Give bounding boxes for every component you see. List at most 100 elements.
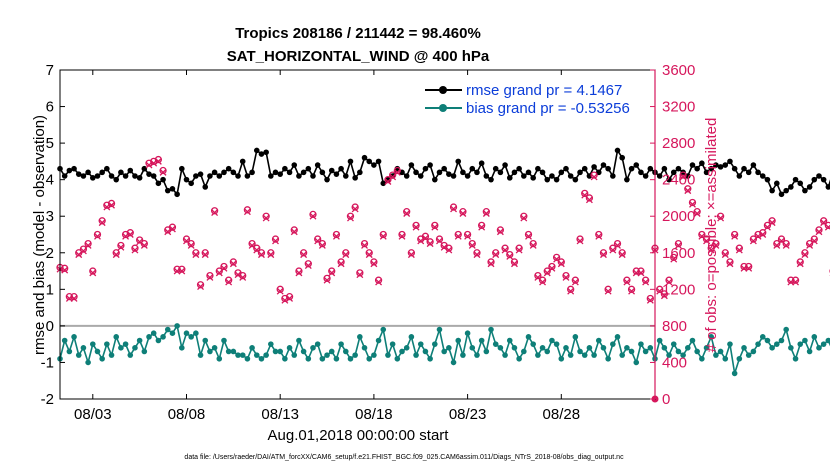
rmse-point <box>638 169 644 176</box>
obs-assimilated-marker <box>145 161 153 169</box>
obs-possible-marker <box>84 239 92 248</box>
obs-possible-marker <box>304 260 312 268</box>
rmse-point <box>708 165 715 172</box>
bias-point <box>352 352 358 358</box>
y-right-tick-label: 400 <box>662 354 687 371</box>
obs-assimilated-marker <box>679 173 687 181</box>
obs-possible-marker <box>281 294 289 303</box>
bias-point <box>380 326 387 333</box>
rmse-point <box>357 169 363 176</box>
obs-assimilated-marker <box>721 251 729 259</box>
rmse-point <box>127 167 134 174</box>
obs-assimilated-marker <box>398 232 406 240</box>
obs-assimilated-marker <box>168 225 176 233</box>
y-tick-label: 0 <box>46 318 54 335</box>
bias-point <box>600 345 607 351</box>
rmse-point <box>324 176 330 183</box>
x-axis-label: Aug.01,2018 00:00:00 start <box>268 427 450 444</box>
obs-assimilated-marker <box>61 266 69 274</box>
obs-possible-marker <box>693 208 701 216</box>
rmse-point <box>614 147 621 154</box>
rmse-point <box>539 169 546 176</box>
bias-point <box>310 345 316 351</box>
bias-point <box>211 345 218 351</box>
rmse-point <box>460 169 466 176</box>
y-right-tick-label: 2400 <box>662 172 695 189</box>
obs-assimilated-marker <box>365 251 373 259</box>
rmse-point <box>647 165 654 172</box>
rmse-point <box>497 169 504 176</box>
obs-possible-marker <box>782 239 790 248</box>
obs-assimilated-marker <box>590 173 598 181</box>
obs-possible-marker <box>557 258 565 266</box>
obs-assimilated-marker <box>117 243 125 251</box>
obs-assimilated-marker <box>731 232 739 240</box>
bias-point <box>797 341 804 347</box>
bias-point <box>282 355 288 362</box>
y-right-tick-label: 3600 <box>662 62 695 79</box>
obs-possible-marker <box>552 253 561 261</box>
bias-point <box>506 337 513 344</box>
obs-assimilated-marker <box>520 214 528 222</box>
rmse-point <box>104 165 110 172</box>
bias-point <box>455 337 462 344</box>
bias-point <box>333 355 340 362</box>
bias-point <box>736 355 743 362</box>
obs-possible-marker <box>716 212 725 220</box>
obs-assimilated-marker <box>323 276 331 284</box>
obs-possible-marker <box>515 244 523 252</box>
obs-assimilated-marker <box>670 255 678 263</box>
rmse-point <box>581 165 588 172</box>
rmse-point <box>80 173 87 179</box>
obs-possible-marker <box>131 244 139 252</box>
rmse-point <box>113 176 120 183</box>
rmse-point <box>225 165 232 172</box>
obs-possible-marker <box>145 159 153 167</box>
bias-point <box>118 345 124 351</box>
rmse-point <box>825 184 830 190</box>
rmse-point <box>656 173 663 179</box>
obs-possible-marker <box>182 235 191 243</box>
rmse-point <box>193 173 199 179</box>
obs-assimilated-marker <box>150 159 158 167</box>
obs-possible-marker <box>332 230 341 239</box>
rmse-point <box>71 165 77 172</box>
obs-possible-marker <box>98 217 106 225</box>
rmse-point <box>577 169 583 176</box>
obs-possible-marker <box>548 262 556 271</box>
obs-possible-marker <box>538 276 547 284</box>
legend-bias-label: bias grand pr = -0.53256 <box>466 100 630 117</box>
obs-assimilated-marker <box>286 295 294 302</box>
obs-assimilated-marker <box>89 269 97 277</box>
rmse-point <box>544 176 551 183</box>
bias-point <box>319 355 326 362</box>
obs-possible-marker <box>590 171 598 179</box>
bias-point <box>314 341 321 347</box>
obs-possible-marker <box>730 230 739 239</box>
rmse-point <box>572 176 579 183</box>
obs-possible-marker <box>309 210 317 219</box>
legend: rmse grand pr = 4.1467 bias grand pr = -… <box>425 82 630 117</box>
obs-assimilated-marker <box>684 187 692 195</box>
rmse-point <box>483 173 490 179</box>
rmse-point <box>469 165 476 172</box>
obs-possible-marker <box>225 276 233 284</box>
obs-assimilated-marker <box>347 214 354 222</box>
obs-possible-marker <box>93 230 102 239</box>
obs-possible-marker <box>117 241 125 250</box>
obs-assimilated-marker <box>197 283 205 291</box>
bias-point <box>207 348 213 355</box>
obs-assimilated-marker <box>426 240 434 248</box>
obs-assimilated-marker <box>393 168 401 176</box>
obs-possible-marker <box>201 249 209 257</box>
bias-point <box>619 352 626 358</box>
rmse-point <box>408 162 415 168</box>
obs-assimilated-marker <box>309 212 317 220</box>
rmse-point <box>333 171 340 177</box>
rmse-point <box>216 173 223 179</box>
obs-possible-marker <box>459 208 467 216</box>
obs-possible-marker <box>801 249 809 257</box>
obs-possible-marker <box>103 201 111 209</box>
obs-assimilated-marker <box>337 260 345 268</box>
bias-point <box>324 352 330 358</box>
